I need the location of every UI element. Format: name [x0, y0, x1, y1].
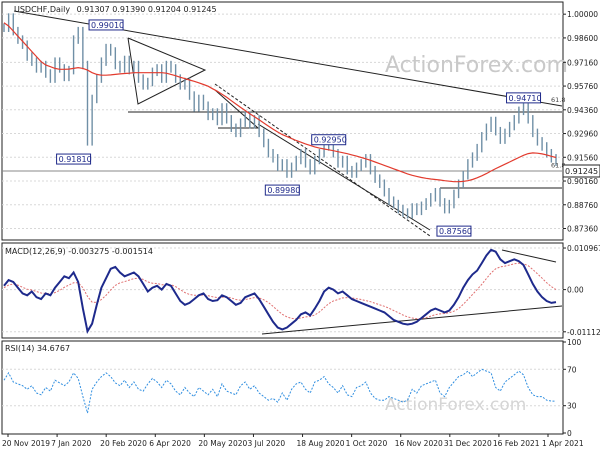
- x-axis-label: 3 Jul 2020: [247, 439, 285, 448]
- x-axis-label: 18 Aug 2020: [297, 439, 345, 448]
- price-tick-label: 0.97160: [567, 58, 598, 67]
- price-annotation-box: [436, 225, 472, 237]
- rsi-panel-title: RSI(14) 34.6767: [5, 344, 70, 353]
- fib-level-label: 61.8: [551, 96, 565, 104]
- x-axis-label: 20 May 2020: [198, 439, 247, 448]
- macd-panel-title: MACD(12,26,9) -0.003275 -0.001514: [5, 247, 153, 256]
- price-annotation-label: 0.94710: [509, 94, 542, 103]
- x-axis-label: 16 Nov 2020: [395, 439, 443, 448]
- price-tick-label: 0.94360: [567, 106, 598, 115]
- macd-tick-label: 0.00: [567, 286, 584, 295]
- macd-line: [3, 248, 557, 335]
- rsi-tick-label: 70: [567, 365, 577, 374]
- rsi-layer: [3, 368, 556, 414]
- macd-tick-label: -0.011127: [567, 328, 600, 337]
- x-axis-label: 1 Apr 2021: [542, 439, 584, 448]
- rsi-line: [3, 368, 556, 414]
- price-annotation-label: 0.87560: [439, 227, 472, 236]
- price-layer: 0.99010 0.91810 0.92950 0.89980 0.87560 0.947…: [3, 13, 565, 237]
- price-annotation-box: [311, 134, 347, 146]
- macd-tick-label: 0.010967: [567, 244, 600, 253]
- price-tick-label: 0.91560: [567, 153, 598, 162]
- price-title-symbol: USDCHF,Daily: [14, 5, 70, 14]
- price-annotation-box: [88, 19, 124, 31]
- price-tick-label: 1.00000: [567, 10, 598, 19]
- rsi-tick-label: 0: [567, 429, 572, 438]
- axis-layer: 1.00000 0.98600 0.97160 0.95760 0.94360 0.929…: [2, 10, 600, 448]
- price-panel-title: USDCHF,Daily 0.91307 0.91390 0.91204 0.9…: [14, 5, 217, 14]
- price-tick-label: 0.90160: [567, 177, 598, 186]
- price-annotation-label: 0.89980: [267, 186, 300, 195]
- x-axis-label: 20 Nov 2019: [2, 439, 50, 448]
- triangle-pattern: [127, 37, 207, 105]
- price-title-ohlc: 0.91307 0.91390 0.91204 0.91245: [77, 5, 217, 14]
- falling-channel-top: [214, 83, 431, 237]
- falling-channel-bottom: [257, 123, 431, 231]
- price-tick-label: 0.88760: [567, 201, 598, 210]
- price-annotation-label: 0.92950: [314, 136, 347, 145]
- price-annotation-label: 0.99010: [91, 21, 124, 30]
- rsi-tick-label: 30: [567, 402, 577, 411]
- macd-layer: [3, 248, 557, 335]
- fib-level-label: 61.8: [551, 161, 565, 169]
- watermark: ActionForex.com: [385, 53, 568, 78]
- x-axis-label: 7 Jan 2020: [51, 439, 91, 448]
- rsi-panel: [1, 340, 564, 435]
- price-tick-label: 0.95760: [567, 82, 598, 91]
- rsi-tick-label: 100: [567, 338, 582, 347]
- last-price-tag-box: [562, 164, 600, 178]
- price-annotation-box: [264, 184, 300, 196]
- price-tick-label: 0.87360: [567, 225, 598, 234]
- macd-panel: [1, 242, 564, 339]
- watermark-rsi: ActionForex.com: [385, 395, 526, 415]
- price-tick-label: 0.92960: [567, 130, 598, 139]
- price-annotation-box: [56, 153, 92, 165]
- x-axis-label: 16 Feb 2021: [493, 439, 540, 448]
- last-price-tag: 0.91245: [565, 167, 598, 176]
- price-annotation-label: 0.91810: [59, 155, 92, 164]
- price-annotation-box: [506, 92, 542, 104]
- x-axis-label: 20 Feb 2020: [100, 439, 147, 448]
- price-tick-label: 0.98600: [567, 34, 598, 43]
- moving-average-line: [3, 22, 557, 183]
- x-axis-label: 31 Dec 2020: [444, 439, 492, 448]
- x-axis-label: 1 Oct 2020: [346, 439, 388, 448]
- price-panel: [1, 1, 564, 241]
- macd-rising-support: [261, 305, 563, 335]
- x-axis-label: 6 Apr 2020: [149, 439, 191, 448]
- macd-signal-line: [3, 262, 557, 320]
- macd-falling-resistance: [501, 249, 557, 263]
